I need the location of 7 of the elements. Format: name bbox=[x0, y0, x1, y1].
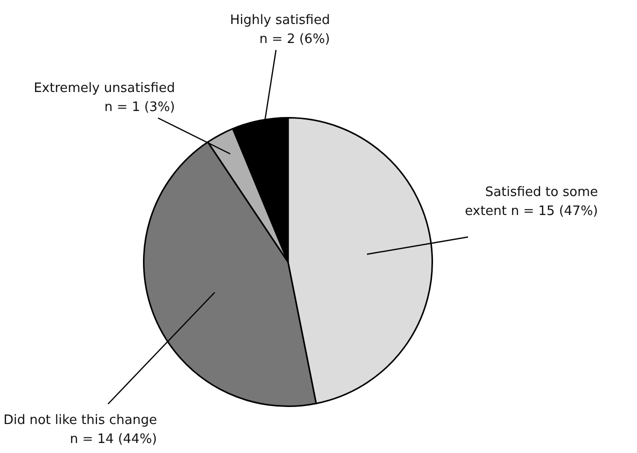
slice-label: Did not like this change bbox=[3, 413, 157, 428]
slice-label: Highly satisfied bbox=[230, 13, 330, 28]
data-label: n = 14 (44%) bbox=[70, 432, 157, 447]
slice-label: Extremely unsatisfied bbox=[34, 81, 175, 96]
slice-label: Satisfied to some extent n = 15 (47%) bbox=[464, 185, 598, 219]
data-label: n = 1 (3%) bbox=[104, 100, 175, 115]
data-label: n = 2 (6%) bbox=[259, 32, 330, 47]
